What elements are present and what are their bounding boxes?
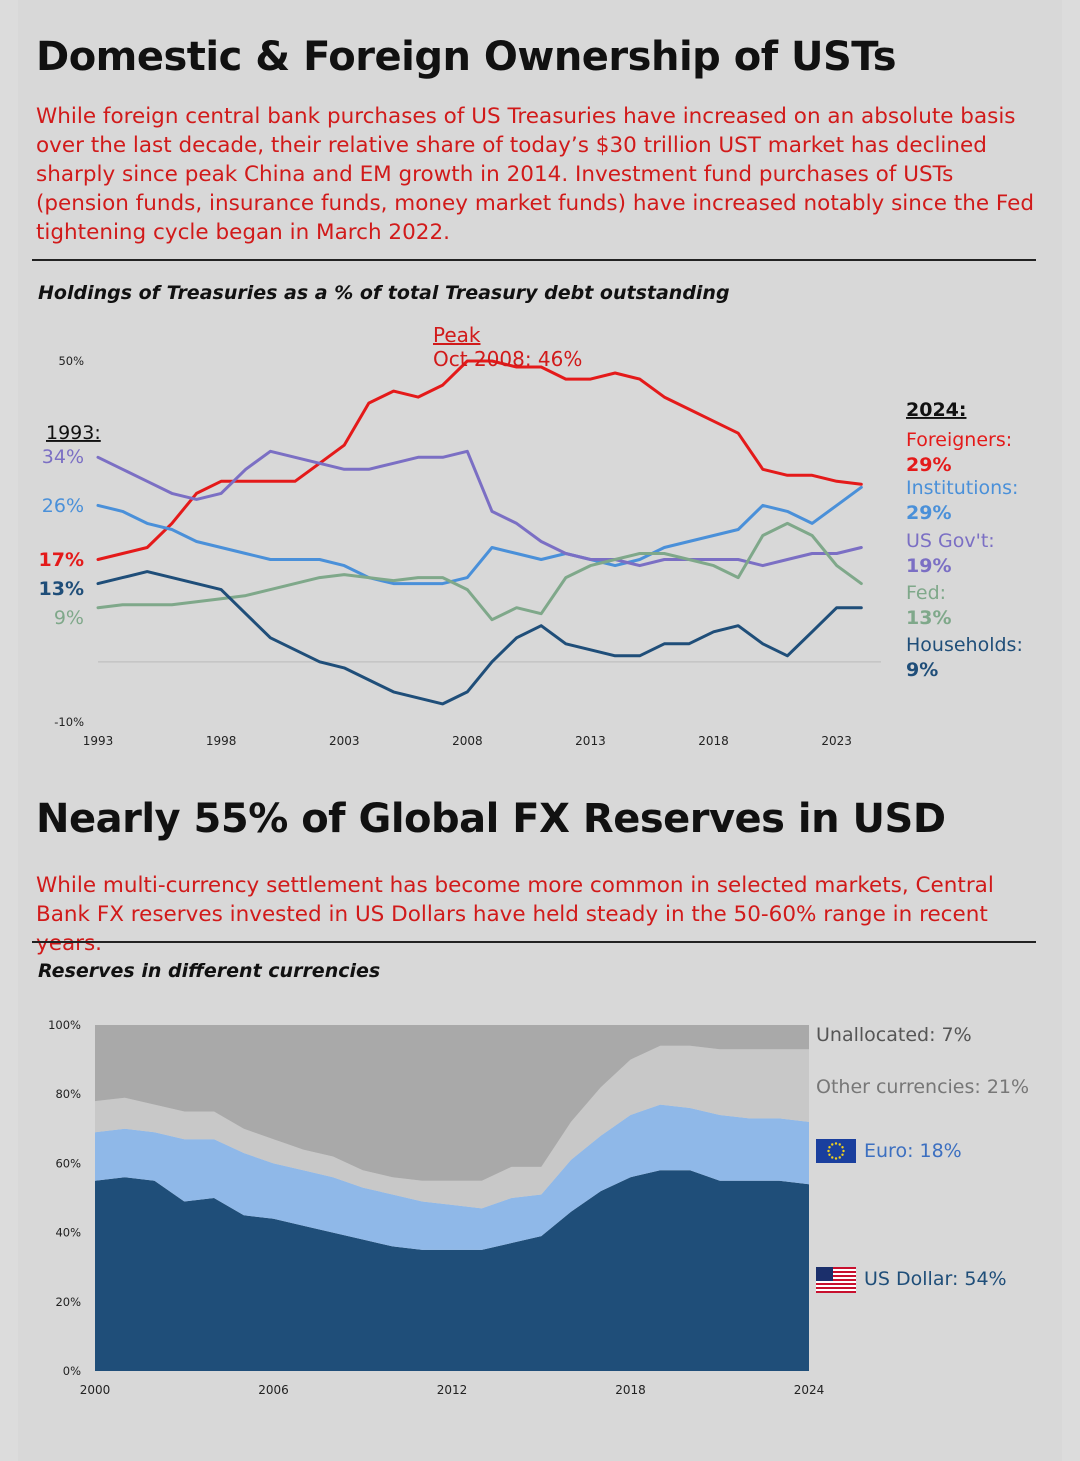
start-label-households: 13% [39,578,84,600]
us-flag-stripe [816,1281,856,1283]
x-tick-label: 2008 [452,734,483,748]
end-value-households: 9% [906,659,938,681]
euro-flag-star [838,1156,841,1159]
legend-label-euro: Euro: 18% [864,1140,962,1162]
end-label-us-gov-t: US Gov't: [906,530,995,552]
euro-flag-star [831,1143,834,1146]
y-tick-label: 20% [55,1295,81,1309]
euro-flag-star [828,1146,831,1149]
legend-label-us-dollar: US Dollar: 54% [864,1268,1007,1290]
peak-label: Peak [433,323,481,347]
series-line-fed [96,521,863,622]
y-tick-label: 80% [55,1087,81,1101]
section2-lede: While multi-currency settlement has beco… [36,873,994,956]
series-line-foreigners [96,359,863,561]
section1-title: Domestic & Foreign Ownership of USTs [36,34,897,80]
chart1-subtitle: Holdings of Treasuries as a % of total T… [38,282,730,304]
y-tick-label: 50% [58,354,84,368]
us-flag-canton [816,1267,833,1281]
y-tick-label: 60% [55,1156,81,1170]
right-header-label: 2024: [906,399,966,421]
section1-divider [32,259,1036,261]
start-label-foreigners: 17% [39,549,84,571]
euro-flag-star [841,1146,844,1149]
us-flag-stripe [816,1267,856,1269]
legend-label-unallocated: Unallocated: 7% [816,1024,972,1046]
euro-flag-star [834,1142,838,1145]
series-line-households [96,570,863,706]
chart2-subtitle: Reserves in different currencies [38,960,381,982]
peak-value-label: Oct 2008: 46% [433,347,582,371]
y-tick-label: 0% [63,1364,81,1378]
end-value-foreigners: 29% [906,454,951,476]
y-tick-label: 40% [55,1226,81,1240]
end-value-us-gov-t: 19% [906,555,951,577]
us-flag-stripe [816,1287,856,1289]
us-flag-stripe [816,1271,856,1273]
x-tick-label: 1993 [83,734,114,748]
end-label-fed: Fed: [906,582,946,604]
start-label-institutions: 26% [42,495,84,517]
us-flag-stripe [816,1291,856,1293]
area-band-us-dollar [95,1170,809,1371]
section2-divider [32,941,1036,943]
series-line-us-gov-t [96,449,863,568]
treasury-holdings-line-chart: 50% -10% 1993 1998 2003 2008 2013 2018 2023 PeakO… [39,323,1023,748]
end-value-institutions: 29% [906,502,951,524]
fx-reserves-area-chart: 100% 80% 60% 40% 20% 0% 2000 2006 2012 2018 2024 US… [48,1018,1029,1397]
x-tick-label: 2023 [821,734,852,748]
x-tick-label: 2018 [615,1383,646,1397]
infographic-page: Domestic & Foreign Ownership of USTs Whi… [18,0,1062,1461]
us-flag-stripe [816,1279,856,1281]
euro-flag-star [831,1156,834,1159]
us-flag-stripe [816,1277,856,1279]
section1-lede: While foreign central bank purchases of … [36,104,1034,245]
area-band-euro [95,1104,809,1250]
x-tick-label: 2024 [794,1383,825,1397]
euro-flag-star [828,1153,831,1156]
euro-flag-star [841,1153,844,1156]
left-header-label: 1993: [46,422,101,444]
us-flag-stripe [816,1289,856,1291]
start-label-fed: 9% [54,607,84,629]
start-label-us-gov-t: 34% [42,446,84,468]
euro-flag-star [838,1143,841,1146]
us-flag-icon [816,1267,856,1293]
x-tick-label: 2013 [575,734,606,748]
series-line-institutions [96,485,863,586]
us-flag-stripe [816,1283,856,1285]
x-tick-label: 2006 [258,1383,289,1397]
area-band-other-currencies [95,1045,809,1209]
y-tick-label: -10% [54,715,84,729]
euro-flag-star [827,1149,830,1153]
us-flag-stripe [816,1285,856,1287]
x-tick-label: 2012 [437,1383,468,1397]
end-label-foreigners: Foreigners: [906,429,1012,451]
euro-flag-star [834,1157,838,1160]
end-value-fed: 13% [906,607,951,629]
x-tick-label: 2000 [80,1383,111,1397]
area-band-unallocated [95,1025,809,1181]
y-tick-label: 100% [48,1018,81,1032]
end-label-households: Households: [906,634,1023,656]
us-flag-stripe [816,1269,856,1271]
euro-flag-icon [816,1139,856,1163]
section2-title: Nearly 55% of Global FX Reserves in USD [36,796,946,842]
end-label-institutions: Institutions: [906,477,1018,499]
x-tick-label: 2018 [698,734,729,748]
us-flag-stripe [816,1273,856,1275]
x-tick-label: 2003 [329,734,360,748]
us-flag-stripe [816,1275,856,1277]
legend-label-other-currencies: Other currencies: 21% [816,1076,1029,1098]
x-tick-label: 1998 [206,734,237,748]
euro-flag-star [842,1149,845,1153]
